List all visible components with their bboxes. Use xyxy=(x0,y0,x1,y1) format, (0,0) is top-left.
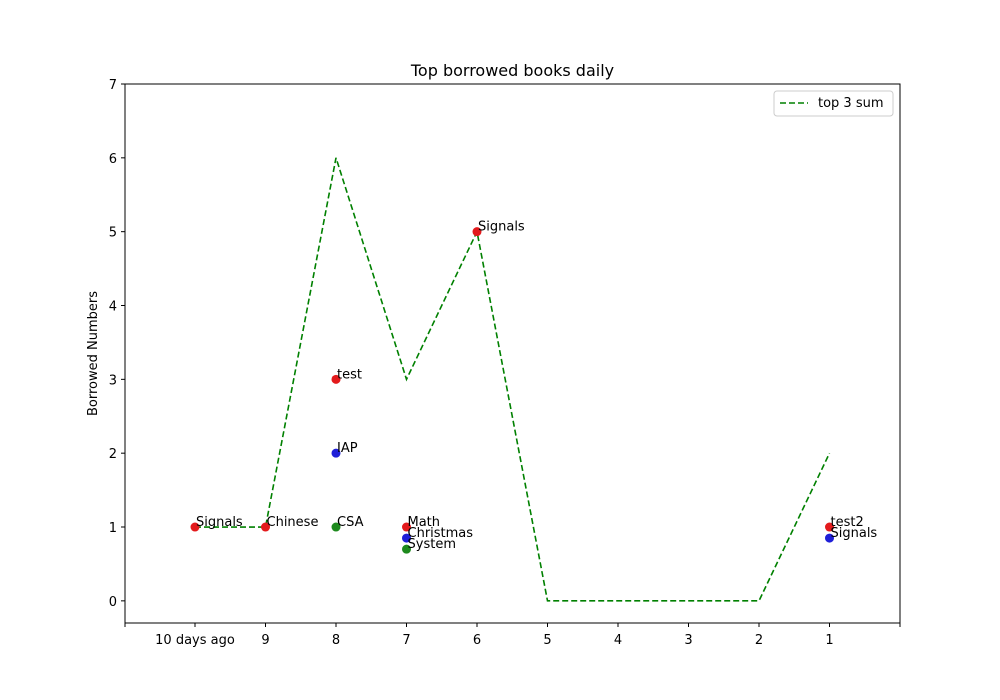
x-ticks: 10 days ago 9 8 7 6 5 4 3 2 1 xyxy=(124,623,901,648)
y-tick-label: 2 xyxy=(109,447,117,462)
series-line-top-3-sum xyxy=(195,157,831,602)
y-tick-label: 6 xyxy=(109,152,117,167)
legend: top 3 sum xyxy=(773,90,894,117)
y-tick-label: 3 xyxy=(109,373,117,388)
data-point xyxy=(402,522,411,532)
y-ticks: 0 1 2 3 4 5 6 7 xyxy=(109,78,125,610)
data-label: Chinese xyxy=(267,515,319,530)
data-label: Math xyxy=(408,515,441,530)
x-tick-label: 8 xyxy=(332,633,340,648)
points: Signals Chinese test IAP CSA MathChristmasSys… xyxy=(190,220,878,554)
data-label: CSA xyxy=(337,515,364,530)
y-axis-label: Borrowed Numbers xyxy=(86,291,101,416)
data-point xyxy=(331,448,341,458)
data-label: IAP xyxy=(337,441,358,456)
data-point xyxy=(331,522,341,532)
x-tick-label: 4 xyxy=(614,633,622,648)
data-label: Signals xyxy=(196,515,243,530)
x-tick-label: 7 xyxy=(402,633,410,648)
y-tick-label: 4 xyxy=(109,300,117,315)
y-tick-label: 1 xyxy=(109,521,117,536)
data-label: test2 xyxy=(831,515,864,530)
x-tick-label: 2 xyxy=(755,633,763,648)
data-label: Christmas xyxy=(408,526,474,541)
chart-title: Top borrowed books daily xyxy=(410,61,614,80)
data-point xyxy=(825,522,834,532)
data-label: System xyxy=(408,537,456,552)
y-tick-label: 0 xyxy=(109,595,117,610)
data-point xyxy=(261,522,270,532)
y-tick-label: 5 xyxy=(109,226,117,241)
data-point xyxy=(331,374,341,384)
data-point xyxy=(825,533,834,543)
legend-label: top 3 sum xyxy=(818,96,884,111)
x-tick-label: 5 xyxy=(543,633,551,648)
data-label: Signals xyxy=(478,220,525,235)
legend-box xyxy=(773,90,894,117)
data-point xyxy=(190,522,200,532)
x-tick-label: 6 xyxy=(473,633,481,648)
x-tick-label: 9 xyxy=(261,633,269,648)
series xyxy=(195,157,831,602)
data-label: test xyxy=(337,367,362,382)
data-point xyxy=(472,227,482,237)
y-tick-label: 7 xyxy=(109,78,117,93)
plot-frame xyxy=(124,83,901,624)
x-tick-label: 1 xyxy=(825,633,833,648)
x-tick-label: 3 xyxy=(684,633,692,648)
data-point xyxy=(402,533,411,543)
x-tick-label: 10 days ago xyxy=(155,633,235,648)
data-label: Signals xyxy=(831,526,878,541)
data-point xyxy=(402,544,411,554)
